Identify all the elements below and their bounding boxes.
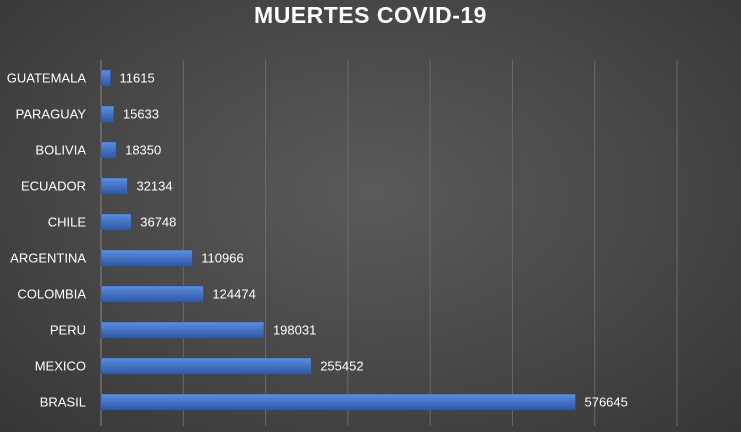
bar-chile [100, 213, 132, 231]
bar-ecuador [100, 177, 128, 195]
category-label: MEXICO [35, 359, 86, 374]
bar-bolivia [100, 141, 117, 159]
data-label: 32134 [136, 179, 172, 194]
category-label: PARAGUAY [16, 107, 87, 122]
category-label: PERU [50, 323, 86, 338]
bar-mexico [100, 357, 312, 375]
data-label: 15633 [123, 107, 159, 122]
data-label: 124474 [212, 287, 255, 302]
bar-brasil [100, 393, 576, 411]
category-label: COLOMBIA [17, 287, 86, 302]
bar-argentina [100, 249, 193, 267]
data-label: 110966 [201, 251, 243, 266]
data-label: 255452 [320, 359, 363, 374]
data-label: 576645 [584, 395, 627, 410]
data-label: 11615 [120, 71, 155, 86]
data-label: 18350 [125, 143, 161, 158]
bar-guatemala [100, 69, 111, 87]
bar-peru [100, 321, 265, 339]
category-label: CHILE [48, 215, 87, 230]
data-label: 36748 [140, 215, 176, 230]
category-label: BOLIVIA [35, 143, 86, 158]
chart-title: MUERTES COVID-19 [254, 2, 487, 28]
bar-paraguay [100, 105, 115, 123]
category-label: ARGENTINA [10, 251, 86, 266]
data-label: 198031 [273, 323, 316, 338]
category-label: BRASIL [40, 395, 86, 410]
category-label: GUATEMALA [7, 71, 87, 86]
category-label: ECUADOR [21, 179, 86, 194]
bar-colombia [100, 285, 204, 303]
